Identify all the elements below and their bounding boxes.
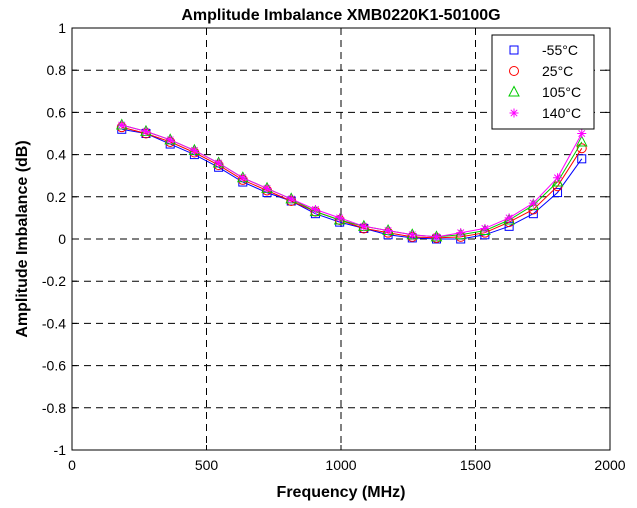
series-group bbox=[115, 118, 588, 244]
y-tick-label: 0.4 bbox=[47, 147, 67, 163]
chart-title: Amplitude Imbalance XMB0220K1-50100G bbox=[181, 7, 500, 24]
data-point bbox=[117, 120, 127, 130]
data-point bbox=[238, 173, 248, 183]
y-tick-label: -0.4 bbox=[42, 315, 66, 331]
data-point bbox=[431, 232, 441, 242]
x-tick-label: 1000 bbox=[325, 457, 356, 473]
data-point bbox=[214, 158, 224, 168]
y-tick-label: 0.6 bbox=[47, 104, 67, 120]
data-point bbox=[310, 204, 320, 214]
y-tick-label: 0 bbox=[58, 231, 66, 247]
axis-ticks: 0 500 1000 1500 2000 -1 -0.8 -0.6 -0.4 -0.2 0 0.2 0.… bbox=[42, 20, 626, 473]
legend-label: 140°C bbox=[542, 105, 581, 121]
data-point bbox=[262, 183, 272, 193]
x-tick-label: 500 bbox=[195, 457, 219, 473]
data-point bbox=[456, 228, 466, 238]
y-tick-label: -0.6 bbox=[42, 358, 66, 374]
data-point bbox=[553, 173, 563, 183]
series-line bbox=[121, 124, 583, 238]
legend-label: 105°C bbox=[542, 84, 581, 100]
data-point bbox=[480, 223, 490, 233]
data-point bbox=[551, 175, 564, 187]
data-point bbox=[479, 223, 491, 236]
data-point bbox=[504, 213, 514, 223]
data-point bbox=[577, 129, 587, 138]
y-tick-label: -0.2 bbox=[42, 273, 66, 289]
data-point bbox=[141, 126, 151, 136]
data-point bbox=[383, 226, 393, 236]
data-point bbox=[454, 228, 467, 240]
y-axis-label: Amplitude Imbalance (dB) bbox=[14, 140, 31, 337]
x-tick-label: 2000 bbox=[594, 457, 625, 473]
legend-marker bbox=[509, 108, 519, 118]
data-point bbox=[575, 135, 588, 147]
data-point bbox=[577, 154, 587, 164]
legend-label: 25°C bbox=[542, 63, 573, 79]
y-tick-label: 0.2 bbox=[47, 189, 67, 205]
data-point bbox=[407, 230, 417, 240]
x-tick-label: 0 bbox=[68, 457, 76, 473]
data-point bbox=[576, 143, 587, 154]
data-point bbox=[553, 188, 563, 198]
legend-marker bbox=[508, 85, 520, 97]
data-point bbox=[335, 213, 345, 223]
legend-box bbox=[491, 34, 595, 130]
data-point bbox=[286, 194, 296, 204]
y-tick-label: 0.8 bbox=[47, 62, 67, 78]
y-tick-label: -1 bbox=[54, 442, 67, 458]
data-point bbox=[189, 145, 199, 155]
legend: -55°C 25°C 105°C 140°C bbox=[491, 34, 595, 130]
data-point bbox=[528, 198, 538, 208]
legend-marker bbox=[509, 45, 519, 55]
y-tick-label: 1 bbox=[58, 20, 66, 36]
series-star bbox=[117, 120, 587, 242]
x-axis-label: Frequency (MHz) bbox=[277, 484, 406, 501]
grid bbox=[72, 28, 610, 450]
y-tick-label: -0.8 bbox=[42, 400, 66, 416]
data-point bbox=[359, 221, 369, 231]
legend-label: -55°C bbox=[542, 42, 578, 58]
x-tick-label: 1500 bbox=[460, 457, 491, 473]
legend-marker bbox=[509, 66, 519, 76]
data-point bbox=[165, 135, 175, 145]
